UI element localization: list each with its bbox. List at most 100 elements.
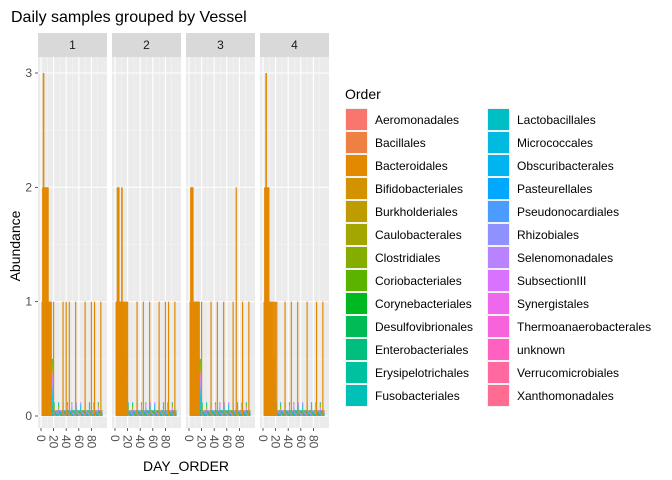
bar-segment xyxy=(137,414,139,416)
bar-segment xyxy=(207,413,209,414)
bar-segment xyxy=(56,415,58,416)
bar-segment xyxy=(297,405,299,408)
bar-segment xyxy=(304,413,306,414)
bar-segment xyxy=(99,413,101,414)
bar-segment xyxy=(309,413,311,414)
bar-segment xyxy=(226,410,228,411)
bar-segment xyxy=(224,415,226,416)
bar-segment xyxy=(233,413,235,415)
bar-segment xyxy=(146,411,148,413)
bar-segment xyxy=(307,413,309,415)
bar-segment xyxy=(204,413,206,415)
bar-segment xyxy=(89,411,91,413)
bar-segment xyxy=(168,411,170,413)
bar-segment xyxy=(85,411,87,413)
bar-segment xyxy=(207,415,209,416)
bar-segment xyxy=(61,410,64,412)
bar-segment xyxy=(247,413,249,414)
bar-segment xyxy=(135,413,137,415)
bar-segment xyxy=(95,410,97,411)
y-tick-label: 2 xyxy=(25,180,32,194)
bar-segment xyxy=(243,414,245,416)
bar-segment xyxy=(288,410,291,413)
bar-segment xyxy=(155,410,157,411)
bar-segment xyxy=(280,410,282,413)
bar-segment xyxy=(142,410,144,411)
bar-segment xyxy=(132,407,134,410)
bar-segment xyxy=(134,410,136,411)
bar-segment xyxy=(81,410,84,411)
bar-segment xyxy=(147,414,149,416)
bar-segment xyxy=(55,411,57,413)
legend-label: Enterobacteriales xyxy=(375,343,468,357)
bar-segment xyxy=(163,410,165,412)
bar-segment xyxy=(300,413,303,415)
bar-segment xyxy=(154,413,156,414)
bar-segment xyxy=(80,412,82,415)
bar-segment xyxy=(153,412,155,414)
bar-segment xyxy=(229,412,232,414)
bar-segment xyxy=(56,414,58,416)
bar-segment xyxy=(221,413,223,414)
bar xyxy=(241,301,244,416)
bar-segment xyxy=(204,411,206,413)
bar-segment xyxy=(211,414,213,416)
bar-segment xyxy=(140,414,142,416)
bar-segment xyxy=(92,413,94,414)
bar-segment xyxy=(175,410,177,411)
bar-segment xyxy=(157,414,160,416)
bar-segment xyxy=(163,413,165,414)
bar-segment xyxy=(292,413,294,415)
bar-segment xyxy=(147,413,149,414)
bar-segment xyxy=(92,412,94,414)
bar-segment xyxy=(313,410,315,412)
bar-segment xyxy=(139,411,141,413)
bar-segment xyxy=(236,412,239,415)
bar-segment xyxy=(209,415,211,416)
bar-segment xyxy=(132,410,134,413)
bar-segment xyxy=(52,410,54,412)
bar-segment xyxy=(88,412,90,414)
bar-segment xyxy=(132,403,134,406)
bar-segment xyxy=(165,413,167,414)
bar-segment xyxy=(166,413,168,414)
bar-segment xyxy=(133,413,136,415)
bar-segment xyxy=(226,412,229,414)
bar-segment xyxy=(54,415,56,416)
bar-segment xyxy=(207,412,210,414)
bar-segment xyxy=(297,412,299,415)
bar-segment xyxy=(276,414,279,416)
bar-segment xyxy=(75,402,77,404)
bar-segment xyxy=(294,413,296,414)
bar-segment xyxy=(174,413,177,415)
bar-segment xyxy=(164,411,166,413)
bar-segment xyxy=(133,413,135,414)
bar-segment xyxy=(213,411,215,413)
bar-segment xyxy=(54,413,56,414)
bar-segment xyxy=(97,410,99,412)
bar-segment xyxy=(289,411,291,413)
legend-item: Synergistales xyxy=(487,292,589,315)
bar-segment xyxy=(51,401,53,409)
bar-segment xyxy=(71,403,73,406)
bar-segment xyxy=(173,414,175,416)
bar-segment xyxy=(88,413,90,414)
bar-segment xyxy=(66,410,68,412)
bar-segment xyxy=(307,410,309,412)
bar-segment xyxy=(238,414,240,416)
bar-segment xyxy=(133,412,136,414)
bar-segment xyxy=(294,410,296,412)
bar-segment xyxy=(309,415,311,416)
bar-segment xyxy=(94,410,96,411)
bar-segment xyxy=(63,415,65,416)
bar-segment xyxy=(130,412,132,414)
bar-segment xyxy=(280,409,282,411)
bar-segment xyxy=(285,412,287,414)
bar-segment xyxy=(233,410,235,412)
bar-segment xyxy=(246,412,249,414)
bar-segment xyxy=(70,415,72,416)
bar-segment xyxy=(96,413,98,414)
bar-segment xyxy=(67,412,69,414)
bar-segment xyxy=(228,413,230,415)
legend-swatch xyxy=(346,293,367,314)
